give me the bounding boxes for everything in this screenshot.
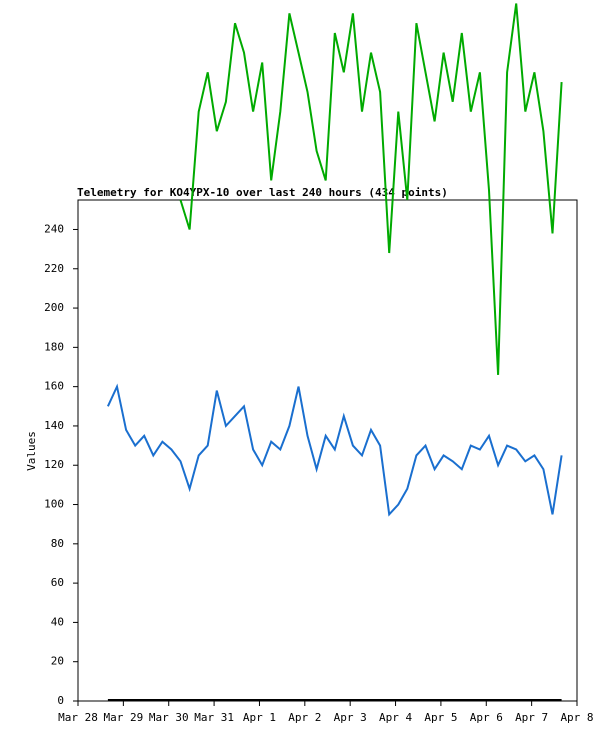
y-tick-label: 80 xyxy=(51,537,64,550)
y-tick-label: 40 xyxy=(51,615,64,628)
x-tick-label: Apr 7 xyxy=(515,711,548,724)
y-tick-label: 0 xyxy=(57,694,64,707)
y-tick-label: 20 xyxy=(51,655,64,668)
y-tick-label: 240 xyxy=(44,222,64,235)
series-line xyxy=(179,3,563,375)
y-tick-label: 60 xyxy=(51,576,64,589)
y-axis-label: Values xyxy=(25,431,38,471)
x-tick-label: Mar 28 xyxy=(58,711,98,724)
x-tick-label: Mar 29 xyxy=(103,711,143,724)
y-tick-label: 200 xyxy=(44,301,64,314)
y-tick-label: 100 xyxy=(44,498,64,511)
x-tick-label: Apr 8 xyxy=(560,711,593,724)
x-tick-label: Apr 1 xyxy=(243,711,276,724)
y-tick-label: 120 xyxy=(44,458,64,471)
x-tick-label: Apr 2 xyxy=(288,711,321,724)
x-tick-label: Apr 6 xyxy=(470,711,503,724)
x-tick-label: Mar 30 xyxy=(149,711,189,724)
plot-frame xyxy=(77,199,578,702)
chart-title: Telemetry for KO4YPX-10 over last 240 ho… xyxy=(77,186,448,199)
x-tick-label: Apr 4 xyxy=(379,711,412,724)
series-line xyxy=(106,383,563,517)
x-tick-label: Mar 31 xyxy=(194,711,234,724)
x-tick-label: Apr 3 xyxy=(334,711,367,724)
x-tick-label: Apr 5 xyxy=(424,711,457,724)
y-tick-label: 180 xyxy=(44,340,64,353)
y-tick-label: 140 xyxy=(44,419,64,432)
y-tick-label: 220 xyxy=(44,262,64,275)
y-tick-label: 160 xyxy=(44,380,64,393)
